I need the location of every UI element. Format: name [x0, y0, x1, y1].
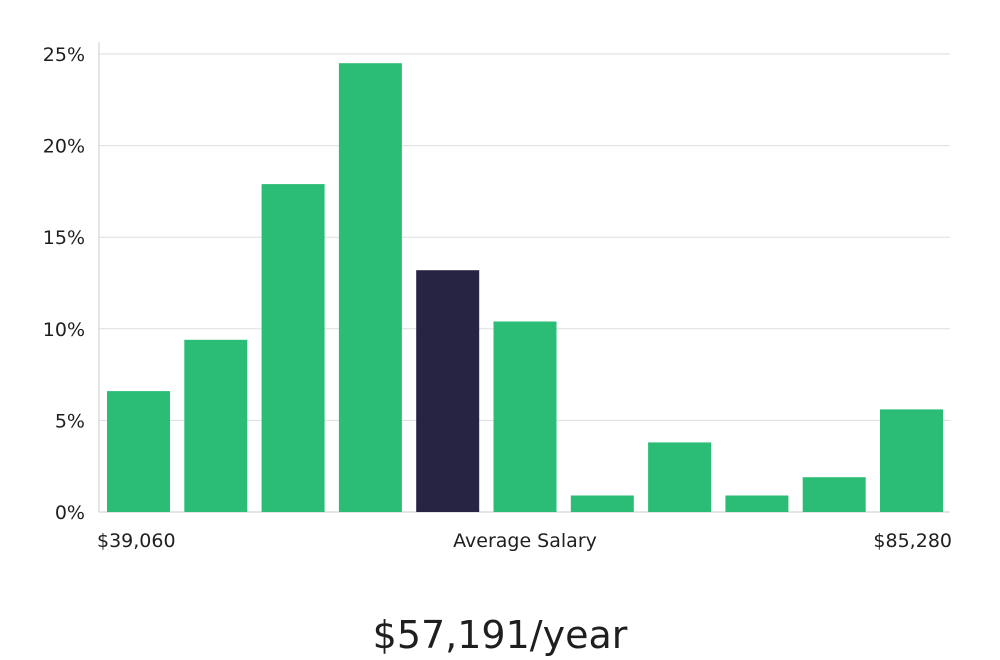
bar [570, 495, 634, 512]
bar [648, 442, 712, 512]
bar [725, 495, 789, 512]
y-tick-label: 25% [43, 44, 85, 66]
bar [802, 477, 866, 512]
average-salary-value: $57,191/year [373, 613, 628, 657]
y-tick-label: 5% [55, 410, 85, 432]
bar [261, 184, 325, 512]
bar-highlight [416, 270, 480, 512]
x-min-label: $39,060 [97, 530, 176, 552]
x-max-label: $85,280 [873, 530, 952, 552]
bars [107, 63, 943, 512]
bar [107, 391, 170, 512]
y-tick-label: 0% [55, 502, 85, 524]
bar [184, 339, 248, 512]
y-tick-label: 10% [43, 319, 85, 341]
bar [880, 409, 943, 512]
bar [338, 63, 402, 512]
y-tick-label: 15% [43, 227, 85, 249]
bar [493, 321, 557, 512]
y-tick-labels: 0% 5% 10% 15% 20% 25% [43, 44, 85, 524]
x-center-label: Average Salary [453, 530, 597, 552]
y-tick-label: 20% [43, 136, 85, 158]
